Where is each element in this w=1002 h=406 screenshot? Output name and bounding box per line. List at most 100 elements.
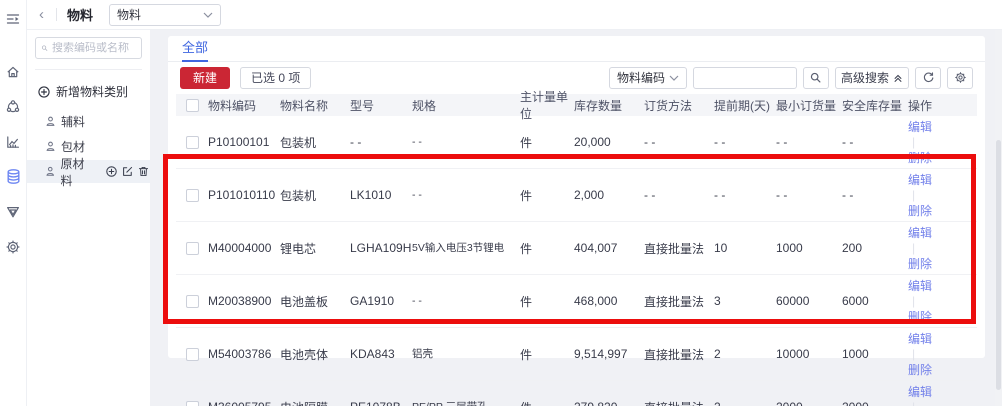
gear-icon (954, 72, 966, 83)
filter-icon (7, 206, 19, 217)
add-subcategory-button[interactable] (105, 165, 118, 178)
column-header: 安全库存量 (842, 98, 903, 113)
cell-model: LGHA109H (350, 241, 412, 255)
cell-name: 电池隔膜 (280, 399, 350, 406)
advanced-search-button[interactable]: 高级搜索 (834, 66, 909, 89)
refresh-button[interactable] (915, 66, 941, 89)
category-label: 辅料 (61, 115, 86, 129)
select-all-checkbox[interactable] (185, 98, 199, 112)
cell-stock: 468,000 (574, 294, 618, 308)
row-checkbox-cell (176, 294, 208, 308)
cell-lead_days: 2 (714, 400, 776, 406)
table-settings-button[interactable] (947, 66, 973, 89)
row-checkbox-cell (176, 135, 208, 149)
rail-settings-button[interactable] (0, 233, 27, 260)
database-icon (6, 169, 20, 184)
row-checkbox[interactable] (185, 400, 199, 406)
row-actions: 编辑| 删除 (908, 277, 968, 325)
filter-field-selector[interactable]: 物料编码 (608, 66, 687, 89)
delete-link[interactable]: 删除 (908, 204, 933, 218)
cell-spec: 5V输入电压3节锂电 (412, 242, 505, 254)
gear-icon (6, 240, 20, 253)
category-item-raw-materials[interactable]: 原材料 (27, 157, 150, 188)
double-chevron-up-icon (894, 74, 902, 82)
cell-unit: 件 (520, 294, 533, 309)
advanced-search-label: 高级搜索 (840, 71, 889, 85)
row-checkbox[interactable] (185, 347, 199, 361)
cell-name: 包装机 (280, 188, 317, 203)
search-icon (811, 72, 821, 83)
cell-lead_days: 10 (714, 241, 728, 255)
cell-safety_stock: - - (842, 188, 854, 202)
edit-link[interactable]: 编辑 (908, 226, 933, 240)
toolbar: 新建 已选 0 项 物料编码 高级搜索 (168, 62, 985, 90)
filter-search-input[interactable] (692, 66, 797, 89)
category-item-packaging[interactable]: 包材 (27, 135, 150, 158)
cell-name: 电池盖板 (280, 294, 329, 309)
search-icon (41, 45, 48, 51)
rail-database-button[interactable] (0, 163, 27, 190)
page-selector[interactable]: 物料 (109, 3, 222, 26)
cell-code: M36005795 (208, 400, 280, 406)
category-search-input[interactable] (52, 42, 136, 54)
cell-stock: 2,000 (574, 188, 605, 202)
cell-stock: 279,820 (574, 400, 644, 406)
row-checkbox[interactable] (185, 188, 199, 202)
new-button[interactable]: 新建 (180, 66, 231, 89)
delete-link[interactable]: 删除 (908, 310, 933, 324)
search-button[interactable] (802, 66, 829, 89)
back-button[interactable]: ‹ (39, 6, 44, 23)
cell-unit: 件 (520, 188, 533, 203)
edit-link[interactable]: 编辑 (908, 332, 933, 346)
rail-collaboration-button[interactable] (0, 93, 27, 120)
edit-link[interactable]: 编辑 (908, 120, 933, 134)
materials-table: 物料编码 物料名称 型号 规格 主计量单位 库存数量 订货方法 提前期(天) 最小订货量 安全库存… (176, 90, 977, 406)
add-category-button[interactable]: 新增物料类别 (37, 83, 140, 100)
rail-home-button[interactable] (0, 58, 27, 85)
cell-spec: 铝壳 (412, 348, 433, 360)
edit-link[interactable]: 编辑 (908, 385, 933, 399)
delete-category-button[interactable] (137, 165, 150, 178)
scrollbar-thumb[interactable] (996, 140, 1001, 390)
category-panel: 新增物料类别 辅料 包材 原材料 (27, 30, 150, 406)
rail-analytics-button[interactable] (0, 128, 27, 155)
edit-link[interactable]: 编辑 (908, 279, 933, 293)
row-checkbox[interactable] (185, 135, 199, 149)
row-checkbox[interactable] (185, 294, 199, 308)
cell-unit: 件 (520, 347, 533, 362)
collapse-menu-button[interactable] (0, 5, 27, 32)
column-header: 物料名称 (280, 98, 329, 113)
column-header: 订货方法 (644, 98, 693, 113)
cell-lead_days: 2 (714, 347, 721, 361)
cell-spec: - - (412, 295, 422, 307)
row-actions: 编辑|删除 (908, 118, 968, 166)
cell-safety_stock: 2000 (842, 400, 908, 406)
row-actions: 编辑|删除 (908, 330, 968, 378)
cell-model: KDA843 (350, 347, 395, 361)
cell-spec: PE/PP 三层带孔 (412, 401, 520, 406)
row-actions: 编辑|删除 (908, 383, 968, 406)
cell-unit: 件 (520, 241, 533, 256)
refresh-icon (923, 72, 933, 82)
delete-link[interactable]: 删除 (908, 151, 933, 165)
row-checkbox[interactable] (185, 241, 199, 255)
delete-link[interactable]: 删除 (908, 363, 933, 377)
cell-name: 锂电芯 (280, 241, 317, 256)
delete-link[interactable]: 删除 (908, 257, 933, 271)
cell-min_order: 10000 (776, 347, 810, 361)
edit-link[interactable]: 编辑 (908, 173, 933, 187)
cell-model: LK1010 (350, 188, 392, 202)
materials-card: 全部 新建 已选 0 项 物料编码 高级搜索 (168, 36, 985, 406)
category-item-auxiliary[interactable]: 辅料 (27, 110, 150, 133)
rail-filter-button[interactable] (0, 198, 27, 225)
category-icon (46, 141, 55, 151)
selected-count-button[interactable]: 已选 0 项 (240, 66, 312, 89)
chevron-down-icon (203, 12, 213, 18)
separator: | (912, 294, 916, 308)
tab-all[interactable]: 全部 (182, 36, 209, 62)
cell-lead_days: - - (714, 135, 726, 149)
cell-stock: 404,007 (574, 241, 618, 255)
table-row: M20038900 电池盖板 GA1910 - - 件 468,000 直接批量法 3 6000… (176, 275, 977, 328)
cell-spec: - - (412, 136, 422, 148)
edit-category-button[interactable] (121, 165, 134, 178)
